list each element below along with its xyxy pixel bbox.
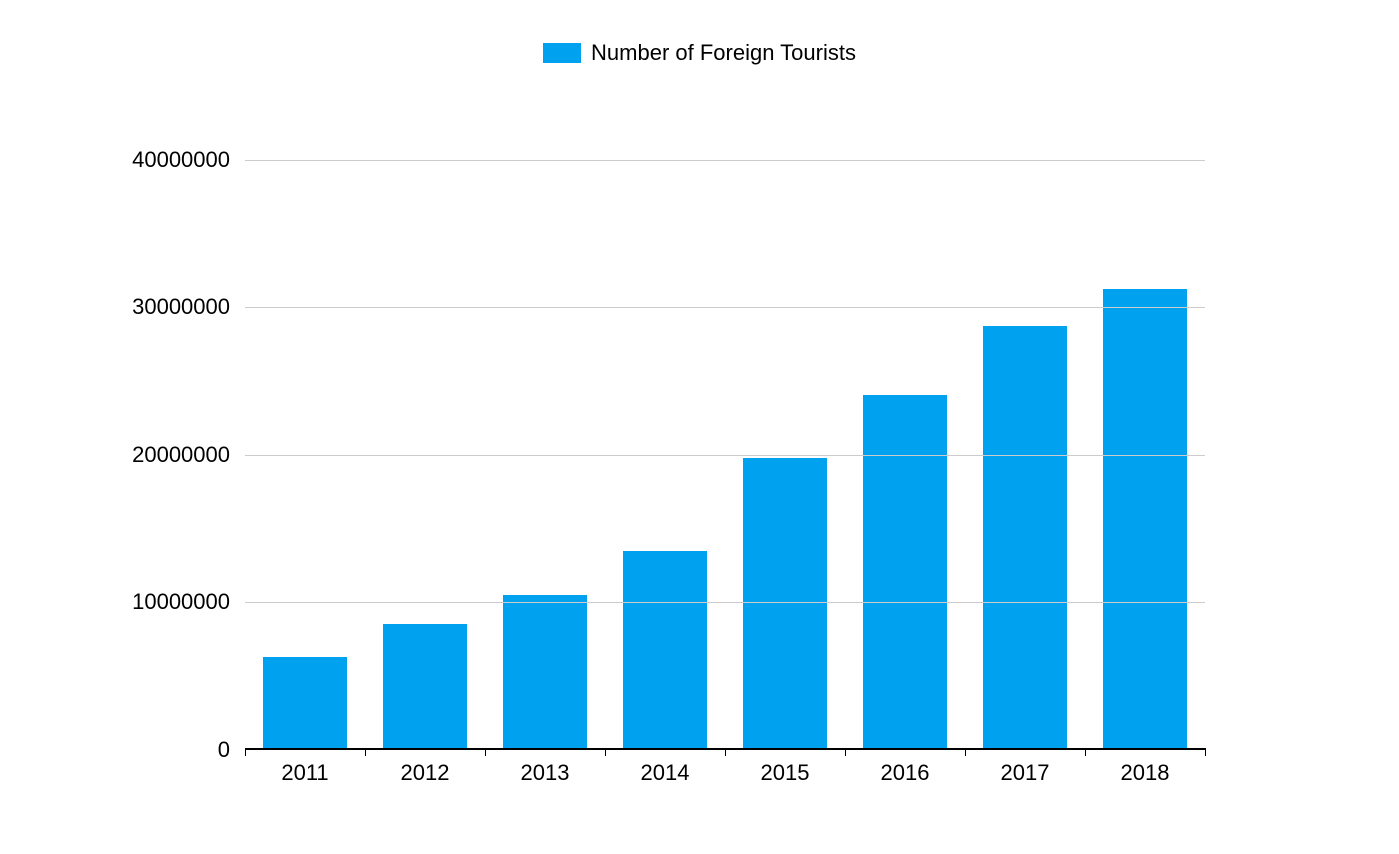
bar: [983, 326, 1067, 748]
plot-area: 010000000200000003000000040000000: [245, 130, 1205, 750]
legend-item: Number of Foreign Tourists: [543, 40, 856, 66]
bar-slot: [365, 130, 485, 748]
x-tick-label: 2011: [245, 760, 365, 786]
bar-slot: [1085, 130, 1205, 748]
x-tick-label: 2015: [725, 760, 845, 786]
x-tick-label: 2017: [965, 760, 1085, 786]
x-tick-label: 2014: [605, 760, 725, 786]
legend-swatch: [543, 43, 581, 63]
x-tick: [245, 748, 246, 756]
bar: [263, 657, 347, 748]
bar-slot: [245, 130, 365, 748]
bar: [623, 551, 707, 748]
y-tick-label: 20000000: [132, 442, 230, 468]
x-tick-label: 2018: [1085, 760, 1205, 786]
bar: [383, 624, 467, 748]
y-tick-label: 0: [218, 737, 230, 763]
bar: [863, 395, 947, 748]
gridline: [245, 160, 1205, 161]
x-tick-label: 2013: [485, 760, 605, 786]
chart-container: Number of Foreign Tourists 0100000002000…: [0, 0, 1399, 854]
legend-label: Number of Foreign Tourists: [591, 40, 856, 66]
x-tick: [1085, 748, 1086, 756]
x-tick: [485, 748, 486, 756]
x-tick: [965, 748, 966, 756]
y-tick-label: 10000000: [132, 589, 230, 615]
y-tick-label: 40000000: [132, 147, 230, 173]
bar-slot: [845, 130, 965, 748]
bars-group: [245, 130, 1205, 748]
x-tick: [725, 748, 726, 756]
bar-slot: [605, 130, 725, 748]
bar-slot: [485, 130, 605, 748]
x-tick: [1205, 748, 1206, 756]
bar-slot: [965, 130, 1085, 748]
gridline: [245, 455, 1205, 456]
x-tick: [845, 748, 846, 756]
bar: [503, 595, 587, 748]
x-axis-labels: 20112012201320142015201620172018: [245, 760, 1205, 786]
x-tick-label: 2016: [845, 760, 965, 786]
y-tick-label: 30000000: [132, 294, 230, 320]
x-tick: [605, 748, 606, 756]
gridline: [245, 602, 1205, 603]
gridline: [245, 307, 1205, 308]
bar: [1103, 289, 1187, 748]
legend: Number of Foreign Tourists: [0, 40, 1399, 68]
bar-slot: [725, 130, 845, 748]
x-tick: [365, 748, 366, 756]
x-tick-label: 2012: [365, 760, 485, 786]
